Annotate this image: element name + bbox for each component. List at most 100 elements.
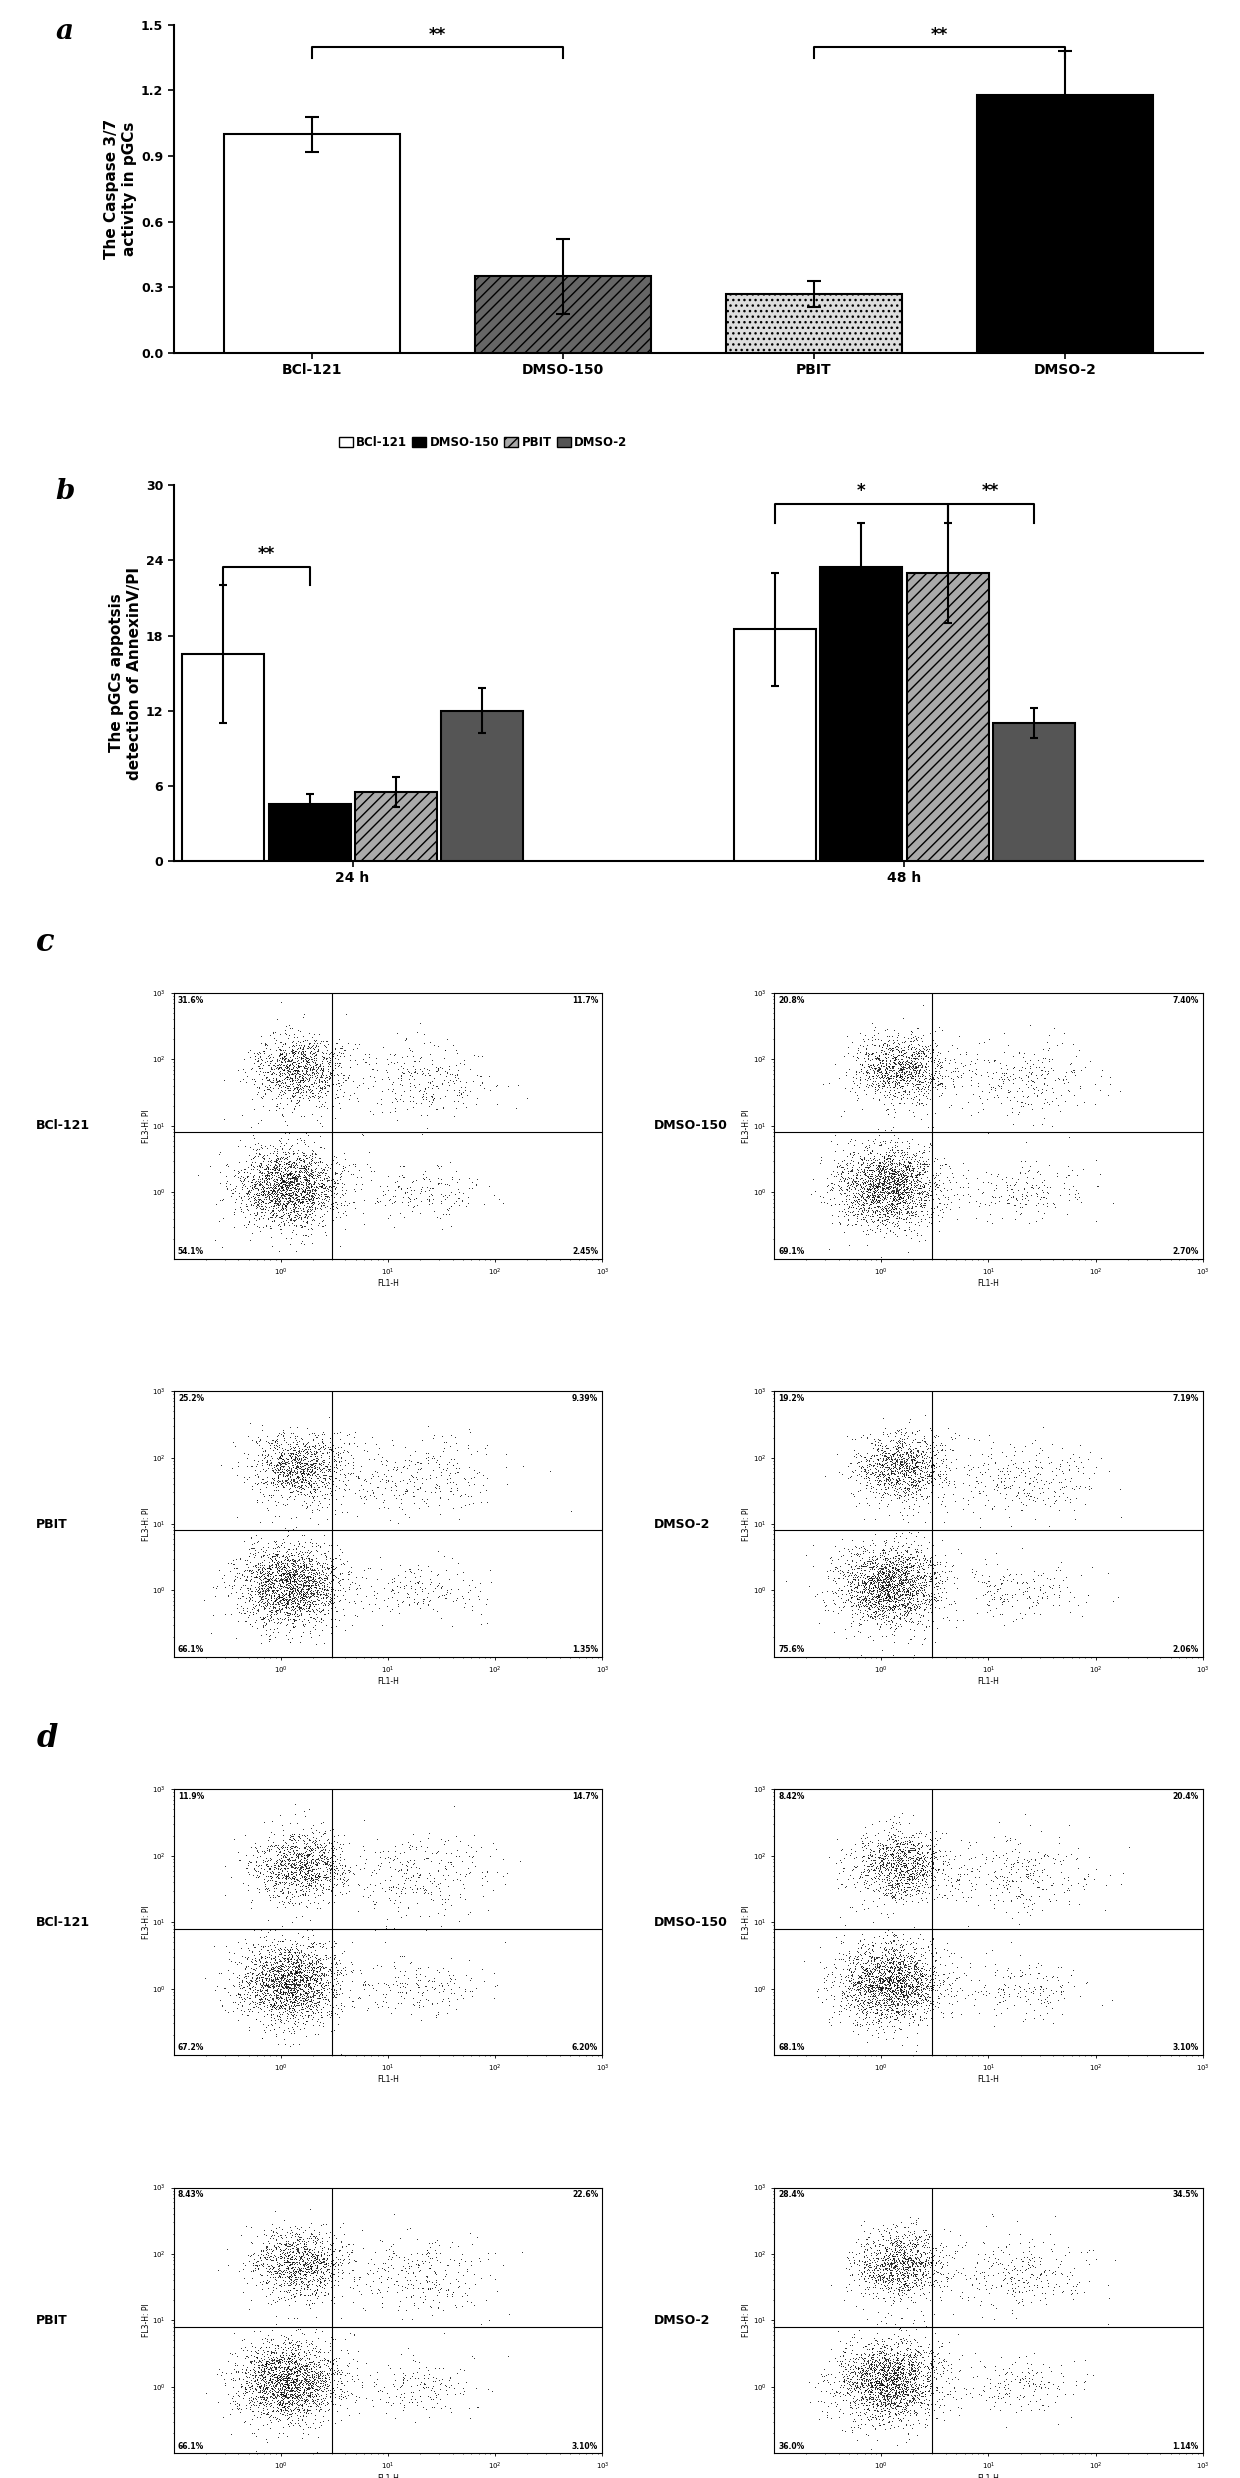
Point	[874, 1571, 894, 1611]
Point	[848, 1975, 868, 2015]
Point	[322, 2228, 342, 2267]
Point	[315, 1036, 335, 1075]
Point	[1092, 1051, 1112, 1090]
Point	[999, 1873, 1019, 1913]
Point	[255, 1529, 275, 1569]
Point	[838, 1194, 858, 1234]
Point	[239, 2389, 259, 2428]
Point	[842, 2317, 862, 2357]
Point	[889, 1177, 909, 1217]
Point	[357, 1432, 377, 1472]
Point	[286, 1970, 306, 2010]
Point	[931, 1445, 951, 1484]
Point	[919, 1457, 939, 1497]
Point	[1001, 1170, 1021, 1209]
Point	[293, 1452, 312, 1492]
Point	[887, 1831, 906, 1871]
Point	[254, 1834, 274, 1873]
Point	[905, 1155, 925, 1194]
Point	[870, 1846, 890, 1886]
Point	[379, 1970, 399, 2010]
Point	[320, 1474, 340, 1514]
Point	[856, 1564, 875, 1603]
Point	[1009, 1467, 1029, 1507]
Point	[397, 2359, 417, 2399]
Point	[985, 2386, 1004, 2426]
Point	[878, 1199, 898, 1239]
Point	[975, 1945, 994, 1985]
Point	[882, 1982, 901, 2022]
Point	[910, 1048, 930, 1088]
Point	[858, 1417, 878, 1457]
Point	[234, 1521, 254, 1561]
Point	[908, 1172, 928, 1212]
Point	[864, 1051, 884, 1090]
Point	[885, 1566, 905, 1606]
Point	[1004, 1970, 1024, 2010]
Point	[218, 1940, 238, 1980]
Point	[299, 1464, 319, 1504]
Point	[270, 1214, 290, 1254]
Point	[265, 1150, 285, 1189]
Point	[901, 1056, 921, 1095]
Point	[1035, 1868, 1055, 1908]
Point	[908, 1985, 928, 2025]
Point	[303, 1975, 322, 2015]
Point	[1017, 1063, 1037, 1103]
Point	[913, 2225, 932, 2265]
Point	[952, 1489, 972, 1529]
Point	[293, 1036, 312, 1075]
Point	[842, 1420, 862, 1460]
Point	[905, 1539, 925, 1578]
Point	[285, 1972, 305, 2012]
Point	[285, 1145, 305, 1184]
Point	[384, 1464, 404, 1504]
Point	[299, 1556, 319, 1596]
Point	[325, 1598, 345, 1638]
Point	[290, 1028, 310, 1068]
Point	[283, 2359, 303, 2399]
Point	[310, 1945, 330, 1985]
Point	[873, 1147, 893, 1187]
Point	[816, 1948, 836, 1987]
Point	[279, 1933, 299, 1972]
Point	[872, 1583, 892, 1623]
Point	[890, 2223, 910, 2262]
Point	[425, 1472, 445, 1512]
Point	[286, 2225, 306, 2265]
Point	[879, 1950, 899, 1990]
Point	[888, 2257, 908, 2297]
Point	[973, 2347, 993, 2386]
Point	[884, 2240, 904, 2280]
Point	[843, 1559, 863, 1598]
Point	[859, 2386, 879, 2426]
Point	[281, 1437, 301, 1477]
Point	[356, 1479, 376, 1519]
Point	[274, 1972, 294, 2012]
Point	[884, 1440, 904, 1479]
Point	[293, 1554, 312, 1593]
Text: 8.42%: 8.42%	[779, 1792, 805, 1802]
Point	[883, 1028, 903, 1068]
Point	[316, 1447, 336, 1487]
Point	[914, 1866, 934, 1906]
Point	[884, 1551, 904, 1591]
Point	[301, 1546, 321, 1586]
Point	[1061, 1955, 1081, 1995]
Point	[883, 1846, 903, 1886]
Point	[893, 1958, 913, 1997]
Point	[311, 2257, 331, 2297]
Point	[880, 2250, 900, 2290]
Point	[848, 1066, 868, 1105]
Point	[268, 1546, 288, 1586]
Point	[890, 1155, 910, 1194]
Point	[284, 1598, 304, 1638]
Point	[303, 1559, 322, 1598]
Point	[863, 1157, 883, 1197]
Point	[1013, 2002, 1033, 2042]
Point	[930, 1965, 950, 2005]
Point	[255, 1977, 275, 2017]
Point	[892, 1422, 911, 1462]
Point	[286, 1968, 306, 2007]
Point	[874, 2357, 894, 2396]
